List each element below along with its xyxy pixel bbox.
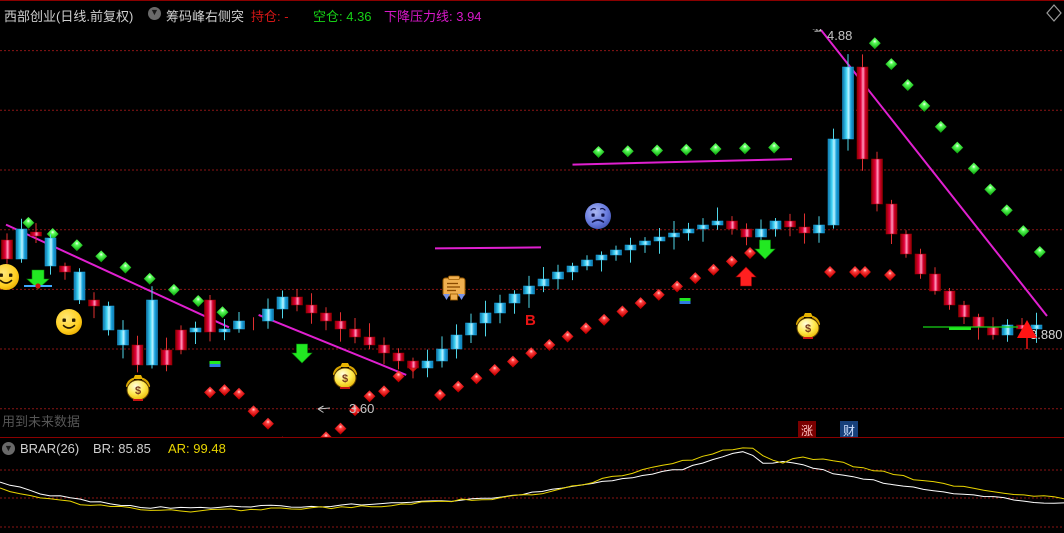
svg-text:4.88: 4.88 (827, 29, 852, 43)
svg-text:B: B (525, 312, 536, 329)
svg-text:3.60: 3.60 (349, 401, 374, 416)
